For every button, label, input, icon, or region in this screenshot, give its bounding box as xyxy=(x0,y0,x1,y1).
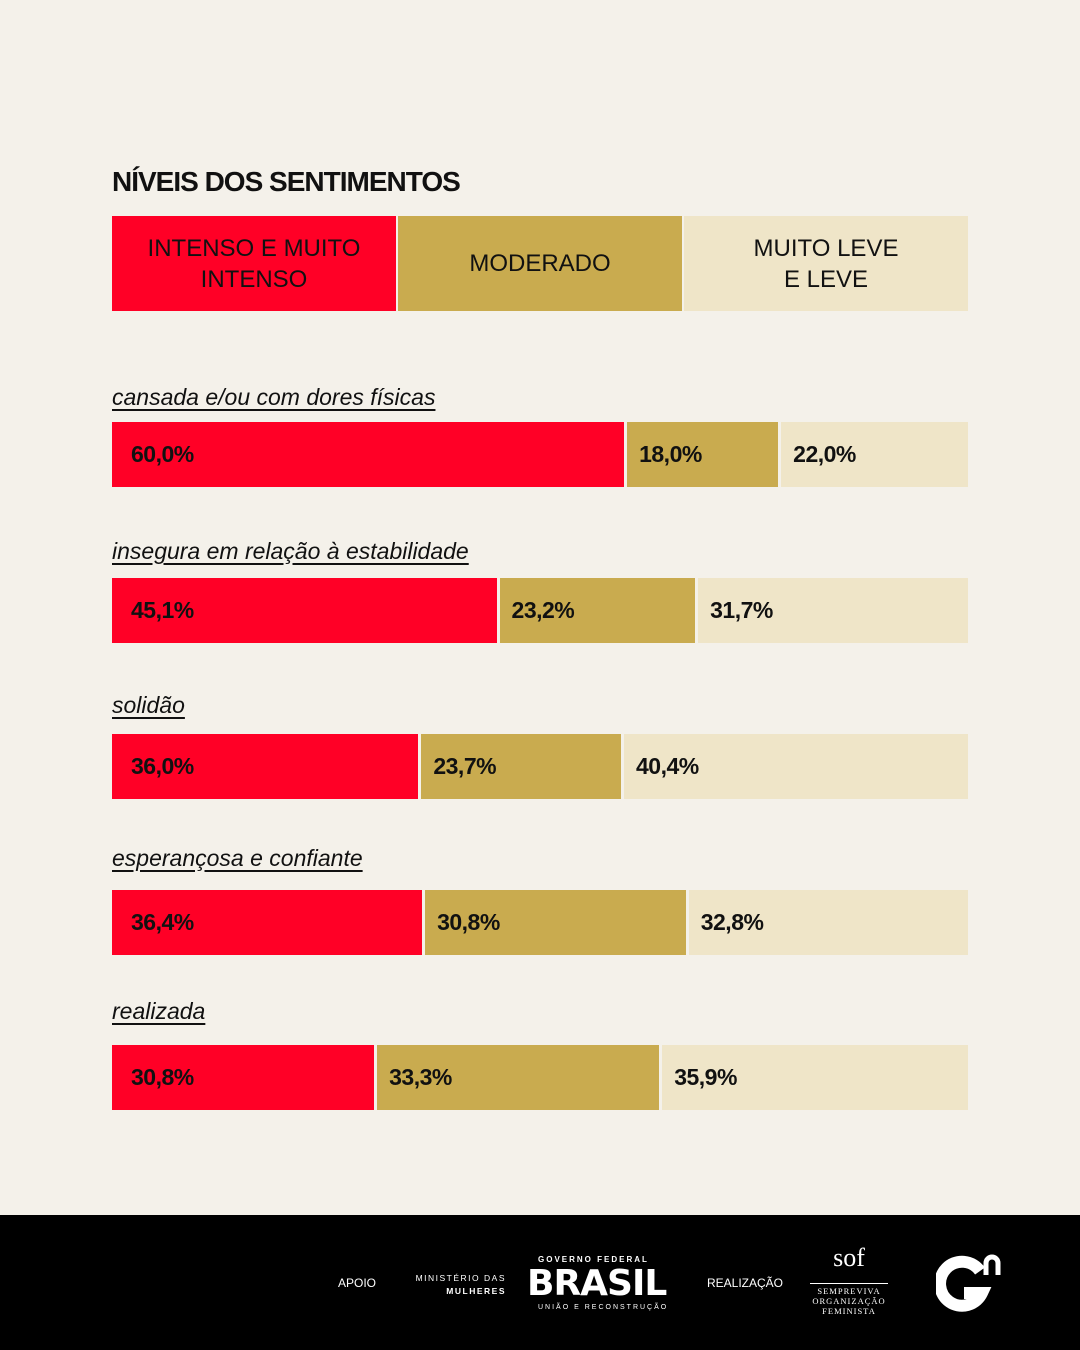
sof-logo: sof SEMPREVIVA ORGANIZAÇÃO FEMINISTA xyxy=(810,1245,888,1316)
chart-title: NÍVEIS DOS SENTIMENTOS xyxy=(112,166,461,197)
ministerio-logo: MINISTÉRIO DAS MULHERES xyxy=(411,1272,506,1298)
data-label: 36,4% xyxy=(131,909,194,935)
bar-row: 36,4% 30,8% 32,8% xyxy=(112,890,968,955)
bar-segment: 35,9% xyxy=(662,1045,968,1110)
sof-line2: ORGANIZAÇÃO xyxy=(812,1296,886,1306)
sof-text: sof xyxy=(810,1245,888,1284)
gov-brasil: BRASIL xyxy=(527,1263,667,1304)
bar-row: 60,0% 18,0% 22,0% xyxy=(112,422,968,487)
category-label: esperançosa e confiante xyxy=(112,845,363,871)
data-label: 23,7% xyxy=(433,753,497,779)
bar-segment: 23,2% xyxy=(499,578,696,643)
bar-segment: 18,0% xyxy=(627,422,779,487)
bar-segment: 23,7% xyxy=(421,734,621,799)
legend-moderado: MODERADO xyxy=(398,216,682,311)
bar-row: 36,0% 23,7% 40,4% xyxy=(112,734,968,799)
bar-segment: 60,0% xyxy=(112,422,625,487)
sof-line1: SEMPREVIVA xyxy=(817,1286,881,1296)
data-label: 18,0% xyxy=(639,441,702,467)
category-label: solidão xyxy=(112,692,185,718)
bar-segment: 33,3% xyxy=(377,1045,660,1110)
bar-segment: 40,4% xyxy=(624,734,968,799)
realizacao-label: REALIZAÇÃO xyxy=(707,1276,784,1290)
gn-logo-icon xyxy=(936,1254,1001,1312)
legend-intenso: INTENSO E MUITO INTENSO xyxy=(112,216,396,311)
bar-segment: 30,8% xyxy=(425,890,686,955)
data-label: 33,3% xyxy=(389,1064,452,1090)
bar-segment: 31,7% xyxy=(698,578,968,643)
sof-line3: FEMINISTA xyxy=(822,1306,876,1316)
data-label: 60,0% xyxy=(131,441,194,467)
data-label: 35,9% xyxy=(674,1064,737,1090)
category-label: realizada xyxy=(112,998,206,1024)
data-label: 22,0% xyxy=(793,441,856,467)
gov-bottom: UNIÃO E RECONSTRUÇÃO xyxy=(538,1304,669,1311)
data-label: 36,0% xyxy=(131,753,194,779)
bar-row: 30,8% 33,3% 35,9% xyxy=(112,1045,968,1110)
bar-segment: 22,0% xyxy=(781,422,968,487)
legend-leve: MUITO LEVE E LEVE xyxy=(684,216,968,311)
bar-segment: 36,0% xyxy=(112,734,419,799)
data-label: 31,7% xyxy=(710,597,773,623)
bar-segment: 30,8% xyxy=(112,1045,375,1110)
category-label: insegura em relação à estabilidade xyxy=(112,538,469,564)
data-label: 32,8% xyxy=(700,909,764,935)
data-label: 23,2% xyxy=(511,597,575,623)
data-label: 30,8% xyxy=(437,909,500,935)
apoio-label: APOIO xyxy=(338,1276,377,1290)
data-label: 45,1% xyxy=(131,597,194,623)
bar-segment: 32,8% xyxy=(688,890,968,955)
ministerio-line2: MULHERES xyxy=(446,1286,506,1296)
data-label: 40,4% xyxy=(636,753,699,779)
data-label: 30,8% xyxy=(131,1064,194,1090)
bar-segment: 45,1% xyxy=(112,578,497,643)
legend: INTENSO E MUITO INTENSO MODERADO MUITO L… xyxy=(112,216,968,311)
ministerio-line1: MINISTÉRIO DAS xyxy=(415,1273,506,1283)
category-label: cansada e/ou com dores físicas xyxy=(112,384,436,410)
bar-segment: 36,4% xyxy=(112,890,423,955)
footer: APOIO MINISTÉRIO DAS MULHERES GOVERNO FE… xyxy=(0,1215,1080,1350)
gov-top: GOVERNO FEDERAL xyxy=(538,1255,649,1264)
bar-row: 45,1% 23,2% 31,7% xyxy=(112,578,968,643)
